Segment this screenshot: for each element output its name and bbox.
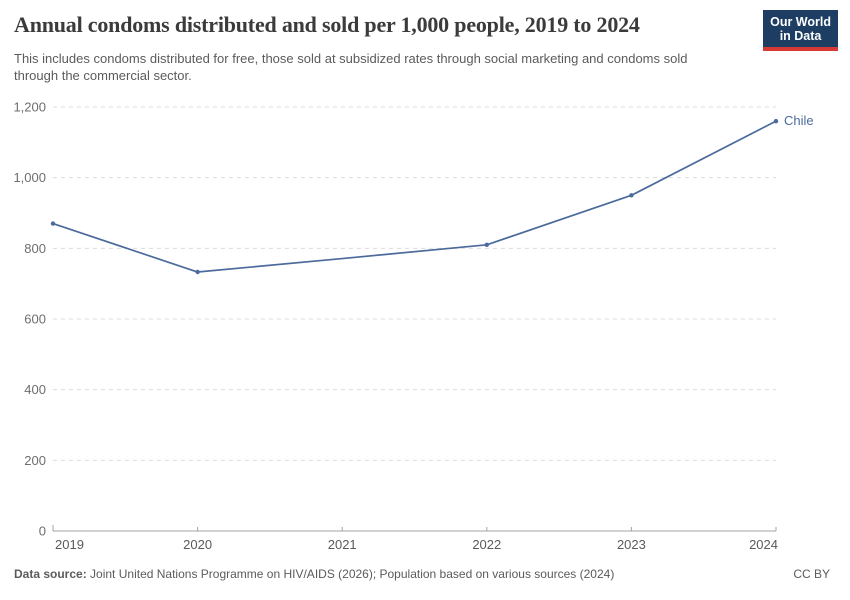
x-axis-tick-label: 2021	[328, 537, 357, 552]
owid-logo[interactable]: Our World in Data	[763, 10, 838, 51]
chart-footer: Data source: Joint United Nations Progra…	[14, 567, 830, 581]
y-axis-tick-label: 200	[24, 453, 46, 468]
chart-subtitle: This includes condoms distributed for fr…	[14, 51, 688, 83]
y-axis-tick-label: 1,200	[13, 100, 46, 115]
license-link[interactable]: CC BY	[793, 567, 830, 581]
data-point	[484, 242, 489, 247]
data-source-note: Data source: Joint United Nations Progra…	[14, 567, 614, 581]
x-axis-tick-label: 2020	[183, 537, 212, 552]
x-axis-tick-label: 2023	[617, 537, 646, 552]
y-axis-tick-label: 1,000	[13, 170, 46, 185]
owid-logo-line1: Our World	[770, 15, 831, 29]
series-line	[52, 120, 777, 273]
x-axis-tick-label: 2022	[472, 537, 501, 552]
x-axis-tick-label: 2019	[55, 537, 84, 552]
entity-label[interactable]: Chile	[784, 113, 814, 128]
y-axis-tick-label: 600	[24, 312, 46, 327]
data-source-text: Joint United Nations Programme on HIV/AI…	[90, 567, 615, 581]
x-axis-tick-label: 2024	[749, 537, 778, 552]
data-point	[773, 118, 779, 124]
data-point	[629, 193, 634, 198]
y-axis-tick-label: 0	[39, 524, 46, 539]
data-point	[50, 221, 56, 226]
data-point	[195, 269, 200, 275]
page-title: Annual condoms distributed and sold per …	[14, 12, 640, 37]
data-source-label: Data source:	[14, 567, 87, 581]
owid-logo-line2: in Data	[779, 29, 822, 43]
y-axis-tick-label: 400	[24, 382, 46, 397]
y-axis-tick-label: 800	[24, 241, 46, 256]
